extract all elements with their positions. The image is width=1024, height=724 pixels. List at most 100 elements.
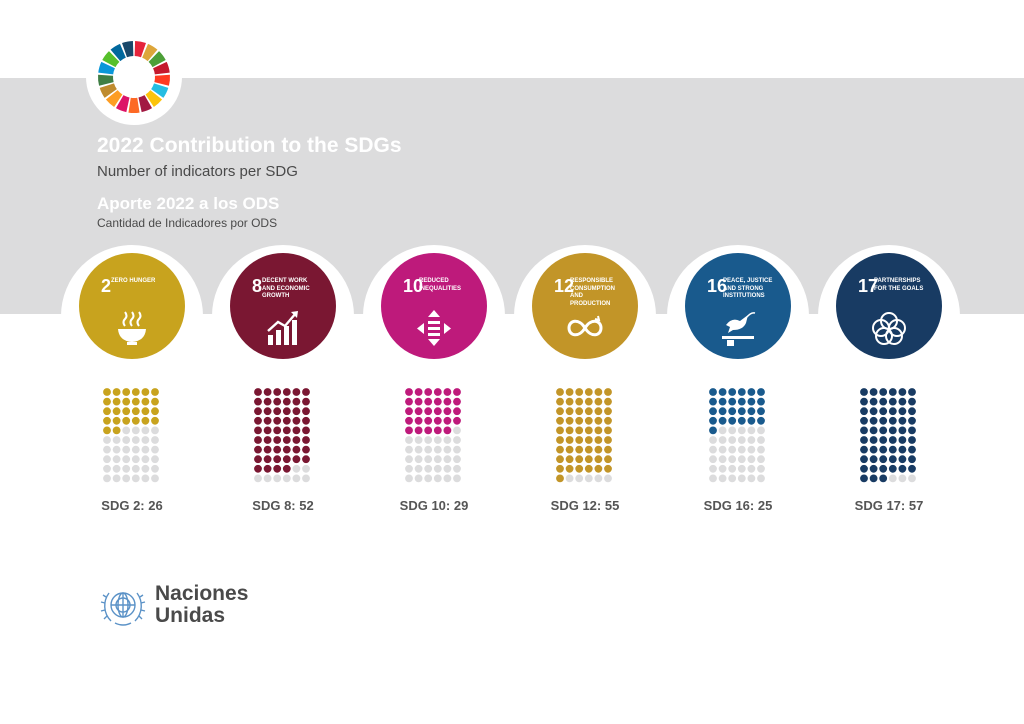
indicator-dot-filled [405,397,413,406]
indicator-dot-filled [292,455,301,464]
indicator-dot-filled [263,388,272,396]
indicator-dot-filled [556,397,564,406]
indicator-dot-filled [869,416,878,425]
indicator-dot-filled [556,445,564,454]
indicator-dot-filled [141,388,150,396]
indicator-dot-filled [860,474,868,483]
indicator-dot-filled [151,397,159,406]
indicator-dot-empty [112,445,121,454]
indicator-dot-filled [273,436,282,444]
goal-name: Responsible consumption and production [570,278,615,307]
indicator-dot-empty [302,464,310,473]
sdg-wheel-segment [110,43,126,62]
indicator-dot-filled [879,388,888,396]
indicator-dot-filled [879,436,888,444]
indicator-dot-filled [908,416,916,425]
indicator-dot-filled [453,416,461,425]
indicator-dot-filled [565,397,574,406]
dot-grid-sdg-8 [254,388,310,483]
indicator-dot-filled [254,416,262,425]
sdg-wheel-segment [151,83,169,98]
indicator-dot-filled [122,416,131,425]
indicator-dot-empty [757,474,765,483]
indicator-dot-empty [141,445,150,454]
indicator-dot-filled [103,397,111,406]
indicator-dot-filled [718,416,727,425]
sdg-wheel-segment [122,41,134,58]
bar-value-label: SDG 16: 25 [703,498,773,513]
indicator-dot-filled [737,388,746,396]
indicator-dot-filled [424,426,433,435]
indicator-dot-filled [273,397,282,406]
indicator-dot-filled [103,416,111,425]
indicator-dot-filled [860,388,868,396]
indicator-dot-empty [141,436,150,444]
goal-number: 16 [707,276,728,296]
indicator-dot-filled [282,455,291,464]
indicator-dot-filled [594,388,603,396]
indicator-dot-empty [405,464,413,473]
indicator-dot-empty [718,474,727,483]
indicator-dot-filled [888,455,897,464]
sdg-wheel-segment [138,95,153,113]
dot-grid-sdg-12 [556,388,612,483]
indicator-dot-filled [151,407,159,416]
indicator-dot-filled [112,407,121,416]
indicator-dot-empty [131,464,140,473]
indicator-dot-filled [879,445,888,454]
sdg-goal-8: 8 Decent work and economic growth [230,253,336,359]
indicator-dot-filled [405,416,413,425]
indicator-dot-filled [709,426,717,435]
goal-name: Zero hunger [111,278,156,284]
indicator-dot-filled [141,407,150,416]
indicator-dot-filled [575,445,584,454]
indicator-dot-empty [141,464,150,473]
indicator-dot-filled [565,388,574,396]
indicator-dot-empty [424,455,433,464]
indicator-dot-filled [292,407,301,416]
indicator-dot-filled [594,436,603,444]
indicator-dot-filled [565,445,574,454]
indicator-dot-filled [151,416,159,425]
indicator-dot-empty [122,464,131,473]
sdg-goal-17: 17 Partnerships for the goals [836,253,942,359]
sdg-wheel-segment [145,90,163,108]
indicator-dot-filled [757,388,765,396]
sdg-wheel-segment [99,83,117,98]
indicator-dot-empty [443,474,452,483]
dove-gavel-icon [722,312,756,346]
indicator-dot-empty [709,445,717,454]
indicator-dot-empty [131,426,140,435]
indicator-dot-empty [728,474,737,483]
indicator-dot-filled [565,436,574,444]
indicator-dot-filled [141,416,150,425]
indicator-dot-filled [254,445,262,454]
indicator-dot-filled [292,445,301,454]
indicator-dot-filled [860,407,868,416]
bar-value-label: SDG 8: 52 [252,498,314,513]
goal-number: 17 [858,276,879,296]
indicator-dot-filled [263,436,272,444]
indicator-dot-filled [869,397,878,406]
indicator-dot-filled [604,445,612,454]
indicator-dot-empty [414,436,423,444]
indicator-dot-filled [860,455,868,464]
indicator-dot-empty [757,455,765,464]
indicator-dot-filled [556,426,564,435]
indicator-dot-empty [443,436,452,444]
indicator-dot-filled [433,426,442,435]
indicator-dot-filled [433,407,442,416]
indicator-dot-filled [433,416,442,425]
indicator-dot-filled [282,407,291,416]
indicator-dot-filled [575,416,584,425]
sdg-wheel-icon [98,41,170,113]
indicator-dot-empty [141,474,150,483]
indicator-dot-empty [757,464,765,473]
indicator-dot-empty [433,455,442,464]
indicator-dot-filled [443,388,452,396]
indicator-dot-filled [898,464,907,473]
indicator-dot-empty [141,455,150,464]
indicator-dot-filled [869,464,878,473]
indicator-dot-filled [908,388,916,396]
indicator-dot-filled [908,455,916,464]
